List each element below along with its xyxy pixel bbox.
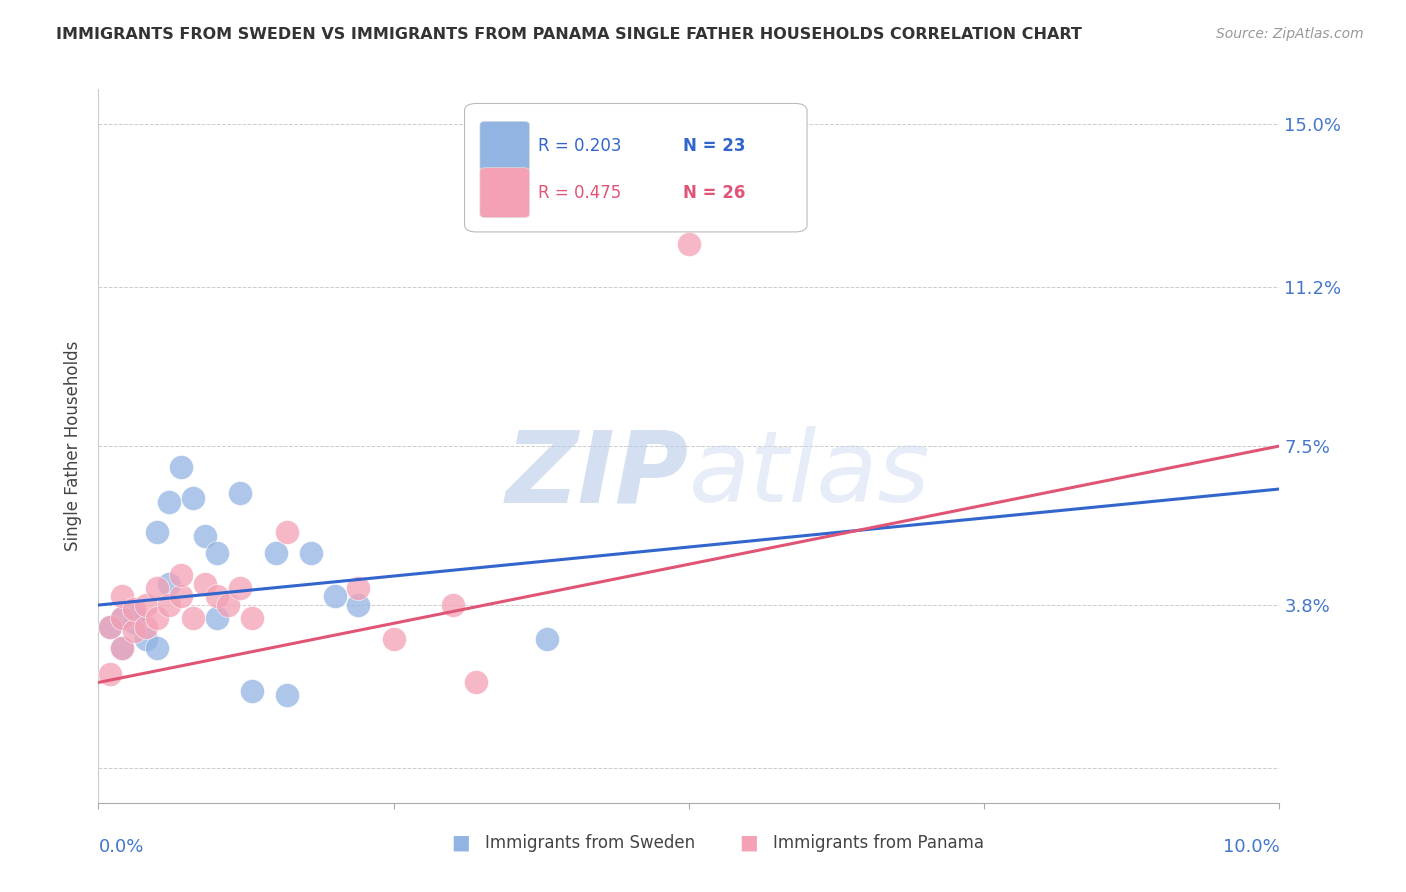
Point xyxy=(146,581,169,595)
Text: Source: ZipAtlas.com: Source: ZipAtlas.com xyxy=(1216,27,1364,41)
Point xyxy=(111,611,134,625)
Point xyxy=(441,598,464,612)
FancyBboxPatch shape xyxy=(479,121,530,171)
Point xyxy=(536,632,558,647)
Text: ▪: ▪ xyxy=(450,829,471,857)
Point xyxy=(146,641,169,656)
Point xyxy=(135,598,157,612)
Point xyxy=(157,598,180,612)
Text: R = 0.203: R = 0.203 xyxy=(537,137,621,155)
Point xyxy=(276,524,298,539)
Text: IMMIGRANTS FROM SWEDEN VS IMMIGRANTS FROM PANAMA SINGLE FATHER HOUSEHOLDS CORREL: IMMIGRANTS FROM SWEDEN VS IMMIGRANTS FRO… xyxy=(56,27,1083,42)
Text: Immigrants from Sweden: Immigrants from Sweden xyxy=(485,834,695,852)
Point xyxy=(111,611,134,625)
Point xyxy=(111,590,134,604)
Point xyxy=(111,641,134,656)
Point xyxy=(678,236,700,251)
Point xyxy=(205,546,228,560)
Point xyxy=(382,632,405,647)
Point xyxy=(465,675,488,690)
Point xyxy=(240,611,263,625)
Text: ▪: ▪ xyxy=(738,829,759,857)
Text: 0.0%: 0.0% xyxy=(98,838,143,856)
Point xyxy=(205,611,228,625)
Point xyxy=(323,590,346,604)
Point xyxy=(157,576,180,591)
Point xyxy=(264,546,287,560)
Point xyxy=(229,486,252,500)
Text: 10.0%: 10.0% xyxy=(1223,838,1279,856)
Point xyxy=(135,619,157,633)
Point xyxy=(170,460,193,475)
Point xyxy=(347,581,370,595)
FancyBboxPatch shape xyxy=(479,168,530,218)
Text: N = 26: N = 26 xyxy=(683,184,745,202)
Point xyxy=(181,611,204,625)
Point xyxy=(98,666,121,681)
Point xyxy=(122,615,145,630)
Text: ZIP: ZIP xyxy=(506,426,689,523)
Point xyxy=(122,607,145,621)
Y-axis label: Single Father Households: Single Father Households xyxy=(65,341,83,551)
Text: R = 0.475: R = 0.475 xyxy=(537,184,621,202)
Point xyxy=(157,495,180,509)
Point xyxy=(240,684,263,698)
Point xyxy=(146,524,169,539)
Point xyxy=(122,624,145,638)
Point xyxy=(98,619,121,633)
Text: N = 23: N = 23 xyxy=(683,137,745,155)
Point xyxy=(276,689,298,703)
Point xyxy=(194,529,217,543)
FancyBboxPatch shape xyxy=(464,103,807,232)
Point xyxy=(170,568,193,582)
Point xyxy=(122,602,145,616)
Point xyxy=(229,581,252,595)
Text: Immigrants from Panama: Immigrants from Panama xyxy=(773,834,984,852)
Point xyxy=(205,590,228,604)
Point xyxy=(170,590,193,604)
Text: atlas: atlas xyxy=(689,426,931,523)
Point xyxy=(194,576,217,591)
Point xyxy=(111,641,134,656)
Point xyxy=(299,546,322,560)
Point xyxy=(217,598,239,612)
Point xyxy=(98,619,121,633)
Point xyxy=(135,632,157,647)
Point xyxy=(146,611,169,625)
Point xyxy=(347,598,370,612)
Point xyxy=(181,491,204,505)
